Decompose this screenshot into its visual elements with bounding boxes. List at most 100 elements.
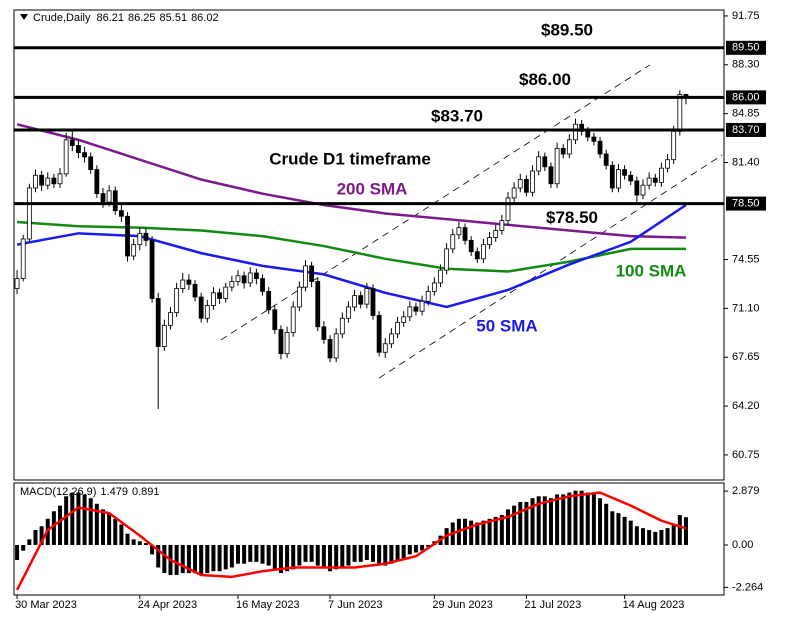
macd-bar (162, 544, 167, 574)
level-label: $78.50 (546, 208, 598, 227)
macd-bar (548, 498, 553, 545)
candle-body (309, 265, 315, 282)
candle-body (474, 251, 480, 260)
y-tick-label: 67.65 (732, 351, 760, 363)
low: 85.51 (160, 12, 188, 24)
signal-line (15, 491, 687, 591)
candle-body (186, 279, 192, 285)
macd-bar (622, 516, 627, 545)
macd-bar (254, 544, 259, 562)
macd-header: MACD(12,26,9) 1.479 0.891 (20, 486, 159, 498)
y-tick-label: 60.75 (732, 449, 760, 461)
candle-body (198, 296, 204, 319)
candle-body (560, 147, 566, 155)
candle-body (143, 232, 149, 241)
macd-bar (100, 509, 105, 545)
sma-line (16, 123, 686, 239)
candle-body (622, 169, 627, 176)
macd-bar (334, 544, 339, 570)
level-axis-label: 83.70 (732, 124, 760, 136)
candle-body (628, 174, 634, 182)
macd-bar (640, 528, 645, 545)
macd-bar (260, 544, 265, 564)
macd-bar (610, 511, 615, 545)
macd-bar (297, 544, 302, 566)
candle-body (573, 123, 578, 141)
candle-body (646, 177, 652, 186)
candle-body (88, 156, 94, 170)
candle-body (640, 184, 646, 196)
macd-bar (211, 544, 216, 572)
level-axis-label: 86.00 (732, 91, 760, 103)
candle-body (63, 139, 69, 175)
macd-bar (33, 530, 38, 545)
macd-bar (156, 544, 161, 568)
x-tick-label: 16 May 2023 (236, 599, 300, 611)
candle-body (174, 288, 180, 314)
macd-bar (561, 494, 566, 545)
candle-body (266, 290, 272, 311)
macd-bar (499, 515, 504, 545)
candle-body (118, 210, 124, 217)
candle-body (652, 177, 658, 183)
candle-body (260, 278, 265, 292)
x-tick-label: 14 Aug 2023 (623, 599, 685, 611)
candle-body (26, 187, 32, 240)
candle-body (659, 167, 664, 183)
level-axis-box (726, 196, 766, 211)
candle-body (481, 244, 486, 260)
macd-bar (76, 492, 81, 545)
candle-body (456, 227, 462, 236)
sma-label: 50 SMA (476, 316, 537, 335)
candle-body (284, 332, 290, 355)
macd-bar (180, 544, 185, 574)
macd-bar (475, 522, 480, 545)
candle-body (168, 312, 173, 326)
candle-body (530, 170, 535, 193)
candle-body (149, 239, 155, 299)
x-tick-label: 29 Jun 2023 (432, 599, 493, 611)
y-tick-label: 81.40 (732, 156, 760, 168)
macd-bar (150, 544, 155, 555)
level-axis-label: 89.50 (732, 42, 760, 54)
macd-bar (665, 528, 670, 545)
macd-bar (628, 520, 633, 545)
signal-value: 0.891 (132, 486, 160, 498)
y-tick-label: 84.85 (732, 108, 760, 120)
macd-bar (137, 541, 142, 545)
macd-bar (481, 520, 486, 545)
high: 86.25 (128, 12, 156, 24)
macd-bar (113, 518, 118, 545)
candle-body (450, 234, 456, 250)
collapse-icon (20, 14, 28, 20)
candle-body (241, 275, 247, 284)
y-tick-label: 64.20 (732, 400, 760, 412)
candle-body (14, 278, 20, 289)
x-tick-label: 21 Jul 2023 (524, 599, 581, 611)
x-tick-label: 30 Mar 2023 (15, 599, 77, 611)
y-tick-label: 74.55 (732, 253, 760, 265)
candle-body (370, 288, 376, 316)
macd-bar (15, 544, 20, 560)
macd-bar (413, 544, 418, 553)
macd-bar (401, 544, 406, 559)
candle-body (382, 343, 388, 353)
candle-body (192, 283, 198, 298)
candle-body (45, 177, 51, 186)
candle-body (597, 140, 603, 155)
macd-bar (598, 498, 603, 545)
macd-bar (683, 517, 688, 545)
macd-bar (58, 505, 63, 545)
level-label: $89.50 (541, 20, 593, 39)
macd-bar (107, 513, 112, 545)
candle-body (524, 179, 529, 193)
candle-body (296, 286, 302, 308)
level-axis-label: 78.50 (732, 197, 760, 209)
macd-bar (272, 544, 277, 570)
macd-bar (248, 544, 253, 562)
level-axis-box (726, 122, 766, 137)
candle-body (634, 180, 640, 196)
macd-bar (27, 539, 32, 545)
candle-body (303, 265, 308, 288)
macd-bar (205, 544, 210, 574)
